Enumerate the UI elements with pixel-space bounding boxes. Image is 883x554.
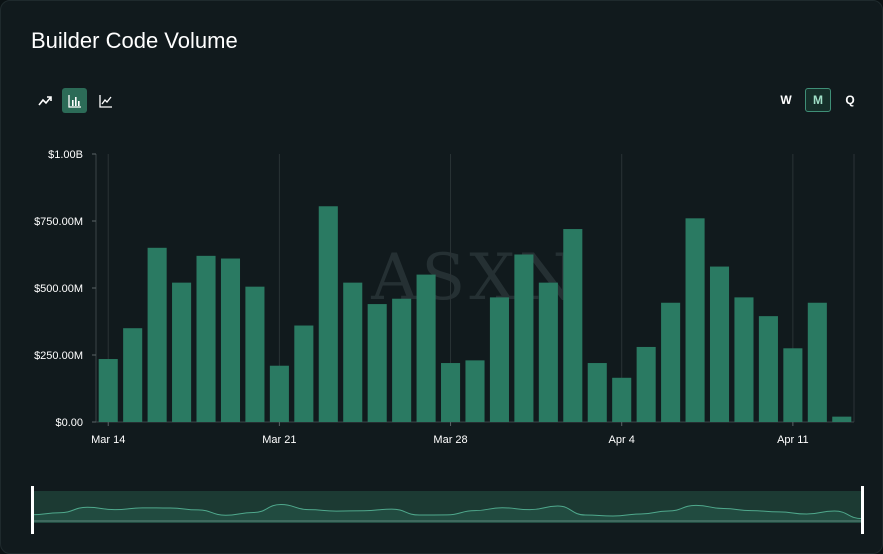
- bar[interactable]: [245, 286, 265, 422]
- bar[interactable]: [416, 274, 436, 422]
- bar[interactable]: [514, 254, 534, 423]
- bar[interactable]: [172, 282, 192, 422]
- bar[interactable]: [489, 297, 509, 422]
- bar[interactable]: [538, 282, 558, 422]
- brush-handle-right[interactable]: [861, 486, 864, 534]
- bar[interactable]: [123, 328, 143, 422]
- bar[interactable]: [367, 304, 387, 422]
- trend-line-icon[interactable]: [32, 88, 57, 113]
- bar[interactable]: [661, 302, 681, 422]
- period-q-button[interactable]: Q: [845, 93, 855, 107]
- bar[interactable]: [441, 363, 461, 422]
- bar-chart-icon[interactable]: [62, 88, 87, 113]
- brush-handle-left[interactable]: [31, 486, 34, 534]
- bar[interactable]: [269, 365, 289, 422]
- bar[interactable]: [465, 360, 485, 422]
- bar[interactable]: [709, 266, 730, 422]
- period-w-button[interactable]: W: [780, 93, 792, 107]
- bar[interactable]: [392, 298, 412, 422]
- bar[interactable]: [147, 247, 167, 422]
- y-tick-label: $750.00M: [34, 216, 83, 228]
- bar[interactable]: [685, 218, 705, 422]
- bar[interactable]: [196, 255, 216, 422]
- y-tick-label: $0.00: [55, 417, 83, 429]
- line-chart-icon[interactable]: [93, 88, 118, 113]
- brush-area: [32, 504, 862, 523]
- bar[interactable]: [294, 325, 314, 422]
- x-tick-label: Apr 4: [609, 434, 635, 446]
- bar[interactable]: [832, 416, 852, 422]
- y-tick-label: $250.00M: [34, 350, 83, 362]
- bar[interactable]: [612, 377, 632, 422]
- bar[interactable]: [343, 282, 363, 422]
- bar[interactable]: [220, 258, 241, 422]
- y-tick-label: $500.00M: [34, 283, 83, 295]
- bar[interactable]: [783, 348, 803, 422]
- bar[interactable]: [587, 363, 607, 422]
- x-tick-label: Mar 14: [91, 434, 125, 446]
- bar[interactable]: [98, 359, 118, 422]
- bar-chart: ASXN$0.00$250.00M$500.00M$750.00M$1.00BM…: [34, 149, 855, 446]
- period-m-button[interactable]: M: [805, 88, 831, 112]
- bar[interactable]: [734, 297, 754, 422]
- bar[interactable]: [318, 206, 338, 422]
- y-tick-label: $1.00B: [48, 149, 83, 161]
- x-tick-label: Apr 11: [777, 434, 809, 446]
- x-tick-label: Mar 28: [433, 434, 467, 446]
- brush-line: [31, 504, 863, 520]
- bar[interactable]: [563, 229, 583, 422]
- range-brush[interactable]: [1, 481, 883, 541]
- bar[interactable]: [636, 346, 656, 422]
- x-tick-label: Mar 21: [262, 434, 296, 446]
- bar[interactable]: [807, 302, 827, 422]
- chart-title: Builder Code Volume: [31, 28, 238, 53]
- bar[interactable]: [758, 316, 778, 422]
